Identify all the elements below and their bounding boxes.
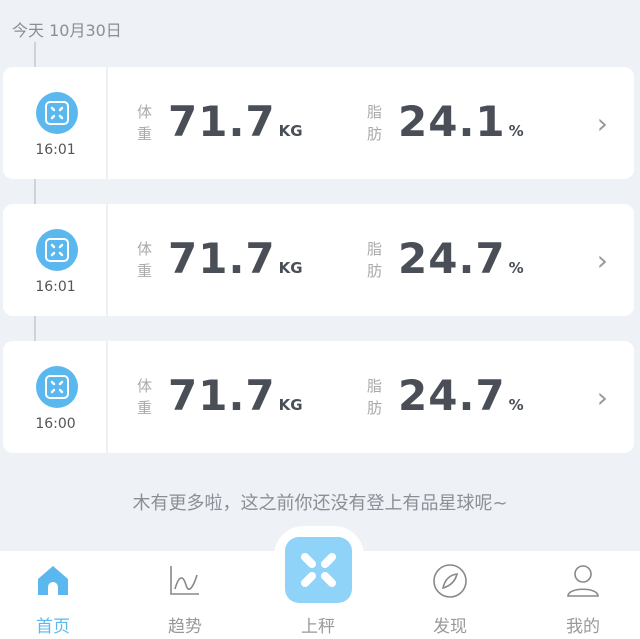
nav-label-scale: 上秤	[301, 617, 335, 637]
nav-item-trend[interactable]	[145, 563, 225, 601]
timeline-line	[34, 42, 36, 67]
weight-label-1: 体	[137, 240, 153, 258]
date-header: 今天 10月30日	[12, 21, 122, 40]
compass-icon	[433, 564, 467, 598]
fat-value: 24.7%	[398, 371, 524, 420]
fat-number: 24.7	[398, 234, 506, 283]
weight-number: 71.7	[168, 234, 276, 283]
weight-number: 71.7	[168, 97, 276, 146]
fat-value: 24.1%	[398, 97, 524, 146]
nav-item-scale[interactable]	[285, 537, 352, 603]
weight-value: 71.7 KG	[168, 234, 303, 283]
weight-label-1: 体	[137, 377, 153, 395]
weight-value: 71.7 KG	[168, 371, 303, 420]
timeline-line	[34, 179, 36, 204]
fat-number: 24.1	[398, 97, 506, 146]
weight-label: 体重	[137, 238, 155, 282]
end-of-list-message: 木有更多啦，这之前你还没有登上有品星球呢~	[132, 493, 508, 514]
weight-label-2: 重	[137, 125, 153, 143]
record-time: 16:00	[35, 416, 76, 432]
weight-label-1: 体	[137, 103, 153, 121]
nav-label-trend: 趋势	[168, 617, 202, 637]
fat-label-1: 脂	[367, 240, 383, 258]
weight-unit: KG	[278, 396, 303, 414]
nav-label-discover: 发现	[433, 617, 467, 637]
fat-label-1: 脂	[367, 377, 383, 395]
home-icon	[38, 566, 68, 595]
weigh-record-card[interactable]: 16:01 体重 71.7 KG 脂肪 24.7% ›	[3, 204, 634, 316]
user-icon	[567, 565, 599, 597]
fat-number: 24.7	[398, 371, 506, 420]
nav-label-me: 我的	[566, 617, 600, 637]
trend-icon	[170, 566, 199, 595]
weight-unit: KG	[278, 122, 303, 140]
fat-label-2: 肪	[367, 262, 383, 280]
weight-label-2: 重	[137, 399, 153, 417]
record-time-section: 16:00	[3, 341, 108, 453]
record-time: 16:01	[35, 279, 76, 295]
fat-unit: %	[508, 259, 524, 277]
scale-icon	[36, 92, 78, 134]
scale-icon	[36, 366, 78, 408]
chevron-right-icon[interactable]: ›	[596, 107, 608, 140]
record-time-section: 16:01	[3, 204, 108, 316]
nav-item-home[interactable]	[13, 563, 93, 601]
weight-number: 71.7	[168, 371, 276, 420]
weight-unit: KG	[278, 259, 303, 277]
timeline-line	[34, 316, 36, 341]
nav-item-me[interactable]	[543, 563, 623, 603]
fat-value: 24.7%	[398, 234, 524, 283]
weight-label: 体重	[137, 101, 155, 145]
weigh-record-card[interactable]: 16:00 体重 71.7 KG 脂肪 24.7% ›	[3, 341, 634, 453]
fat-label: 脂肪	[367, 238, 385, 282]
weight-label-2: 重	[137, 262, 153, 280]
fat-label-1: 脂	[367, 103, 383, 121]
fat-label-2: 肪	[367, 399, 383, 417]
nav-label-home: 首页	[36, 617, 70, 637]
record-time: 16:01	[35, 142, 76, 158]
fat-unit: %	[508, 122, 524, 140]
nav-item-discover[interactable]	[410, 563, 490, 603]
scale-icon	[301, 553, 336, 587]
fat-unit: %	[508, 396, 524, 414]
weight-value: 71.7 KG	[168, 97, 303, 146]
chevron-right-icon[interactable]: ›	[596, 381, 608, 414]
weight-label: 体重	[137, 375, 155, 419]
chevron-right-icon[interactable]: ›	[596, 244, 608, 277]
weigh-record-card[interactable]: 16:01 体重 71.7 KG 脂肪 24.1% ›	[3, 67, 634, 179]
fat-label-2: 肪	[367, 125, 383, 143]
fat-label: 脂肪	[367, 375, 385, 419]
fat-label: 脂肪	[367, 101, 385, 145]
scale-icon	[36, 229, 78, 271]
record-time-section: 16:01	[3, 67, 108, 179]
